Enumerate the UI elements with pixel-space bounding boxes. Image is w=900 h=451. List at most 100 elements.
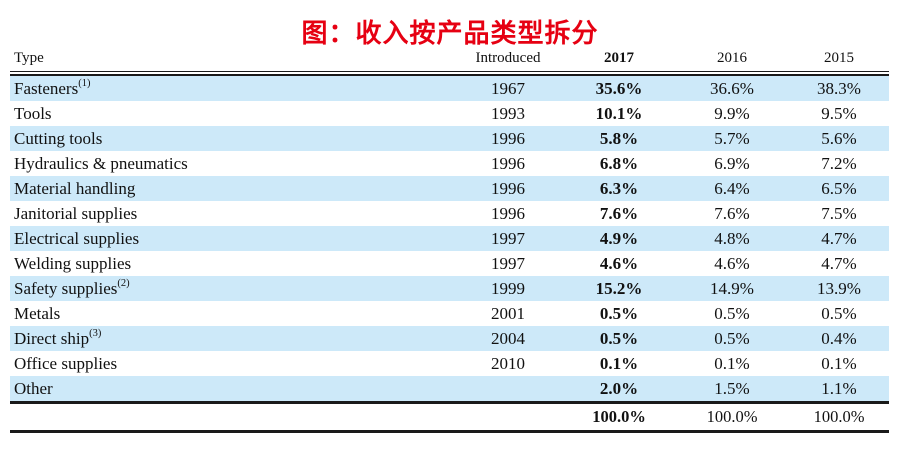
cell-2017: 7.6% [599,203,639,223]
figure-title: 图：收入按产品类型拆分 [301,19,599,49]
cell-2016: 5.7% [714,128,750,148]
cell-2015: 0.4% [821,328,857,348]
cell-2015: 38.3% [817,78,861,98]
table-row-metals: Metals 2001 0.5% 0.5% 0.5% [10,301,889,326]
table-row-office-supplies: Office supplies 2010 0.1% 0.1% 0.1% [10,351,889,376]
cell-type: Safety supplies(2) [10,277,453,299]
footnote-marker: (3) [89,327,102,339]
cell-introduced: 1997 [491,228,525,248]
cell-type: Hydraulics & pneumatics [10,154,453,174]
col-header-introduced: Introduced [475,50,541,66]
cell-2017: 0.5% [599,303,639,323]
header-divider [10,71,889,76]
cell-total-2017: 100.0% [592,407,646,426]
type-label: Welding supplies [14,253,132,273]
cell-2015: 5.6% [821,128,857,148]
cell-2017: 6.8% [599,153,639,173]
cell-2017: 5.8% [599,128,639,148]
cell-2016: 1.5% [714,378,750,398]
cell-introduced: 1993 [491,103,525,123]
table-header-row: Type Introduced 2017 2016 2015 [10,43,889,71]
cell-introduced: 2001 [491,303,525,323]
table-row-electrical-supplies: Electrical supplies 1997 4.9% 4.8% 4.7% [10,226,889,251]
cell-introduced: 1967 [491,78,525,98]
cell-2015: 7.2% [821,153,857,173]
table-row-material-handling: Material handling 1996 6.3% 6.4% 6.5% [10,176,889,201]
cell-2015: 4.7% [821,228,857,248]
table-row-hydraulics-pneumatics: Hydraulics & pneumatics 1996 6.8% 6.9% 7… [10,151,889,176]
cell-2016: 6.9% [714,153,750,173]
table-bottom-border [10,430,889,433]
revenue-by-product-table: Type Introduced 2017 2016 2015 Fasteners… [10,43,889,433]
total-divider [10,401,889,404]
cell-2015: 4.7% [821,253,857,273]
type-label: Office supplies [14,353,118,373]
cell-2017: 10.1% [595,103,643,123]
cell-2015: 1.1% [821,378,857,398]
cell-type: Direct ship(3) [10,327,453,349]
table-row-other: Other 2.0% 1.5% 1.1% [10,376,889,401]
table-row-welding-supplies: Welding supplies 1997 4.6% 4.6% 4.7% [10,251,889,276]
cell-total-2016: 100.0% [706,407,758,426]
cell-2016: 7.6% [714,203,750,223]
cell-2016: 9.9% [714,103,750,123]
cell-introduced: 1996 [491,203,525,223]
cell-2015: 6.5% [821,178,857,198]
table-row-janitorial-supplies: Janitorial supplies 1996 7.6% 7.6% 7.5% [10,201,889,226]
type-label: Tools [14,103,52,123]
cell-2015: 9.5% [821,103,857,123]
type-label: Direct ship [14,328,90,348]
cell-2017: 0.1% [599,353,639,373]
cell-2015: 0.5% [821,303,857,323]
cell-introduced: 1997 [491,253,525,273]
table-row-cutting-tools: Cutting tools 1996 5.8% 5.7% 5.6% [10,126,889,151]
type-label: Cutting tools [14,128,103,148]
cell-2017: 15.2% [595,278,643,298]
cell-2017: 35.6% [595,78,643,98]
cell-total-2015: 100.0% [813,407,865,426]
table-row-direct-ship: Direct ship(3) 2004 0.5% 0.5% 0.4% [10,326,889,351]
type-label: Safety supplies [14,278,118,298]
cell-type: Office supplies [10,354,453,374]
cell-introduced: 1996 [491,153,525,173]
footnote-marker: (2) [117,277,130,289]
cell-type: Janitorial supplies [10,204,453,224]
cell-type: Welding supplies [10,254,453,274]
type-label: Metals [14,303,61,323]
cell-2016: 6.4% [714,178,750,198]
cell-2017: 6.3% [599,178,639,198]
cell-introduced: 1996 [491,178,525,198]
col-header-type: Type [14,50,44,66]
type-label: Fasteners [14,78,79,98]
cell-2016: 0.5% [714,303,750,323]
cell-introduced: 2004 [491,328,525,348]
cell-type: Tools [10,104,453,124]
col-header-2017: 2017 [604,50,634,66]
cell-2015: 0.1% [821,353,857,373]
cell-2016: 0.1% [714,353,750,373]
cell-2016: 0.5% [714,328,750,348]
cell-type: Metals [10,304,453,324]
type-label: Other [14,378,53,398]
cell-2015: 7.5% [821,203,857,223]
cell-introduced: 1999 [491,278,525,298]
cell-type: Electrical supplies [10,229,453,249]
cell-type: Cutting tools [10,129,453,149]
cell-2015: 13.9% [817,278,861,298]
footnote-marker: (1) [78,77,91,89]
table-row-fasteners: Fasteners(1) 1967 35.6% 36.6% 38.3% [10,76,889,101]
cell-introduced: 2010 [491,353,525,373]
type-label: Material handling [14,178,136,198]
type-label: Electrical supplies [14,228,140,248]
cell-type: Material handling [10,179,453,199]
cell-type: Fasteners(1) [10,77,453,99]
cell-type: Other [10,379,453,399]
table-row-safety-supplies: Safety supplies(2) 1999 15.2% 14.9% 13.9… [10,276,889,301]
cell-2017: 2.0% [599,378,639,398]
cell-2016: 4.6% [714,253,750,273]
col-header-2016: 2016 [717,50,747,66]
cell-2016: 14.9% [710,278,754,298]
cell-2017: 4.9% [599,228,639,248]
table-row-tools: Tools 1993 10.1% 9.9% 9.5% [10,101,889,126]
